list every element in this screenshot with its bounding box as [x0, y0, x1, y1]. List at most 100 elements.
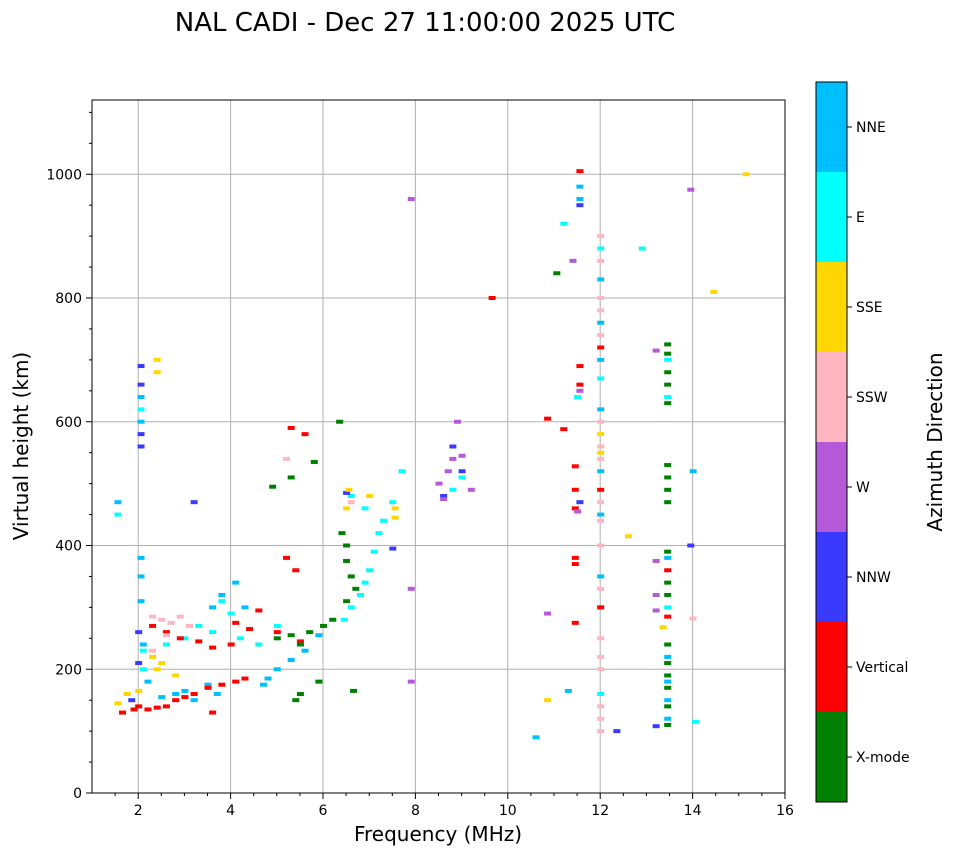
colorbar-category-label: SSW [856, 390, 888, 406]
colorbar-frame [815, 81, 848, 803]
echo-point-vertical [172, 698, 180, 703]
echo-point-nnw [135, 630, 143, 635]
echo-point-vertical [153, 705, 161, 710]
echo-point-ssw [597, 419, 605, 424]
colorbar-category-label: Vertical [856, 660, 908, 676]
echo-point-e [380, 518, 388, 523]
echo-point-x-mode [343, 543, 351, 548]
y-tick-label: 1000 [46, 167, 82, 183]
echo-point-vertical [287, 425, 295, 430]
colorbar-segment [816, 172, 847, 262]
echo-point-nne [137, 555, 145, 560]
echo-point-nnw [128, 698, 136, 703]
echo-point-vertical [488, 296, 496, 300]
echo-point-vertical [576, 364, 584, 369]
echo-point-w [544, 611, 552, 616]
echo-point-sse [366, 494, 374, 498]
echo-point-vertical [162, 704, 170, 709]
colorbar-segment [816, 712, 847, 802]
echo-point-e [114, 512, 122, 517]
echo-point-e [195, 623, 203, 628]
x-tick-label: 12 [591, 803, 609, 819]
echo-point-nnw [137, 364, 145, 369]
echo-point-e [347, 605, 355, 610]
echo-point-vertical [149, 623, 157, 628]
echo-point-sse [172, 673, 180, 678]
echo-point-ssw [597, 234, 605, 239]
echo-point-x-mode [329, 617, 337, 622]
echo-point-nne [664, 716, 672, 721]
echo-point-x-mode [664, 673, 672, 678]
echo-point-nne [273, 667, 281, 672]
echo-point-e [389, 500, 397, 505]
echo-point-w [407, 586, 415, 591]
echo-point-nnw [449, 444, 457, 449]
echo-point-x-mode [336, 419, 344, 424]
echo-point-nne [137, 419, 145, 424]
echo-point-x-mode [664, 463, 672, 468]
echo-point-sse [114, 701, 122, 706]
echo-point-nne [137, 599, 145, 604]
echo-point-vertical [204, 685, 212, 690]
echo-point-w [440, 497, 448, 502]
echo-point-e [370, 549, 378, 554]
x-tick-label: 2 [134, 803, 143, 819]
echo-point-ssw [283, 456, 291, 461]
echo-point-ssw [149, 648, 157, 653]
colorbar-category-label: NNW [856, 570, 891, 586]
echo-point-ssw [162, 633, 170, 638]
echo-point-nnw [576, 203, 584, 208]
echo-point-e [375, 531, 383, 536]
echo-point-vertical [571, 506, 579, 511]
echo-point-x-mode [310, 459, 318, 464]
echo-point-e [361, 506, 369, 511]
echo-point-ssw [597, 704, 605, 709]
echo-point-x-mode [292, 698, 300, 703]
echo-point-nnw [458, 469, 466, 474]
echo-point-nne [532, 735, 540, 740]
x-tick-label: 8 [411, 803, 420, 819]
plot-frame [91, 99, 786, 794]
echo-point-ssw [597, 518, 605, 523]
echo-point-x-mode [287, 475, 295, 480]
echo-point-vertical [232, 620, 240, 625]
echo-point-x-mode [553, 271, 561, 276]
echo-point-nne [597, 277, 605, 282]
echo-point-vertical [576, 382, 584, 387]
echo-point-vertical [571, 555, 579, 560]
echo-point-e [664, 395, 672, 399]
echo-point-nnw [687, 543, 695, 548]
echo-point-ssw [158, 617, 166, 622]
echo-point-e [664, 605, 672, 610]
echo-point-vertical [209, 645, 217, 650]
echo-point-nne [315, 633, 323, 638]
echo-point-e [664, 357, 672, 362]
echo-point-x-mode [338, 531, 346, 536]
echo-point-nne [213, 692, 221, 696]
echo-point-x-mode [664, 370, 672, 375]
echo-point-x-mode [315, 679, 323, 684]
colorbar-category-label: SSE [856, 300, 883, 316]
echo-point-vertical [296, 639, 304, 644]
echo-point-w [652, 348, 660, 353]
echo-point-sse [345, 487, 353, 492]
echo-point-ssw [597, 586, 605, 591]
y-tick-label: 600 [55, 415, 82, 431]
echo-point-nne [218, 593, 226, 597]
echo-point-nne [144, 679, 152, 684]
echo-point-vertical [664, 568, 672, 573]
echo-point-sse [391, 506, 399, 511]
echo-point-vertical [292, 568, 300, 573]
echo-point-x-mode [664, 549, 672, 554]
echo-point-sse [659, 625, 667, 630]
echo-point-x-mode [296, 642, 304, 647]
echo-point-w [407, 197, 415, 201]
echo-point-nne [137, 395, 145, 399]
echo-point-nne [209, 605, 217, 610]
echo-point-nne [664, 555, 672, 560]
echo-point-x-mode [664, 401, 672, 406]
echo-point-x-mode [664, 685, 672, 690]
echo-point-vertical [255, 608, 263, 613]
echo-point-e [347, 494, 355, 498]
echo-point-e [137, 407, 145, 412]
